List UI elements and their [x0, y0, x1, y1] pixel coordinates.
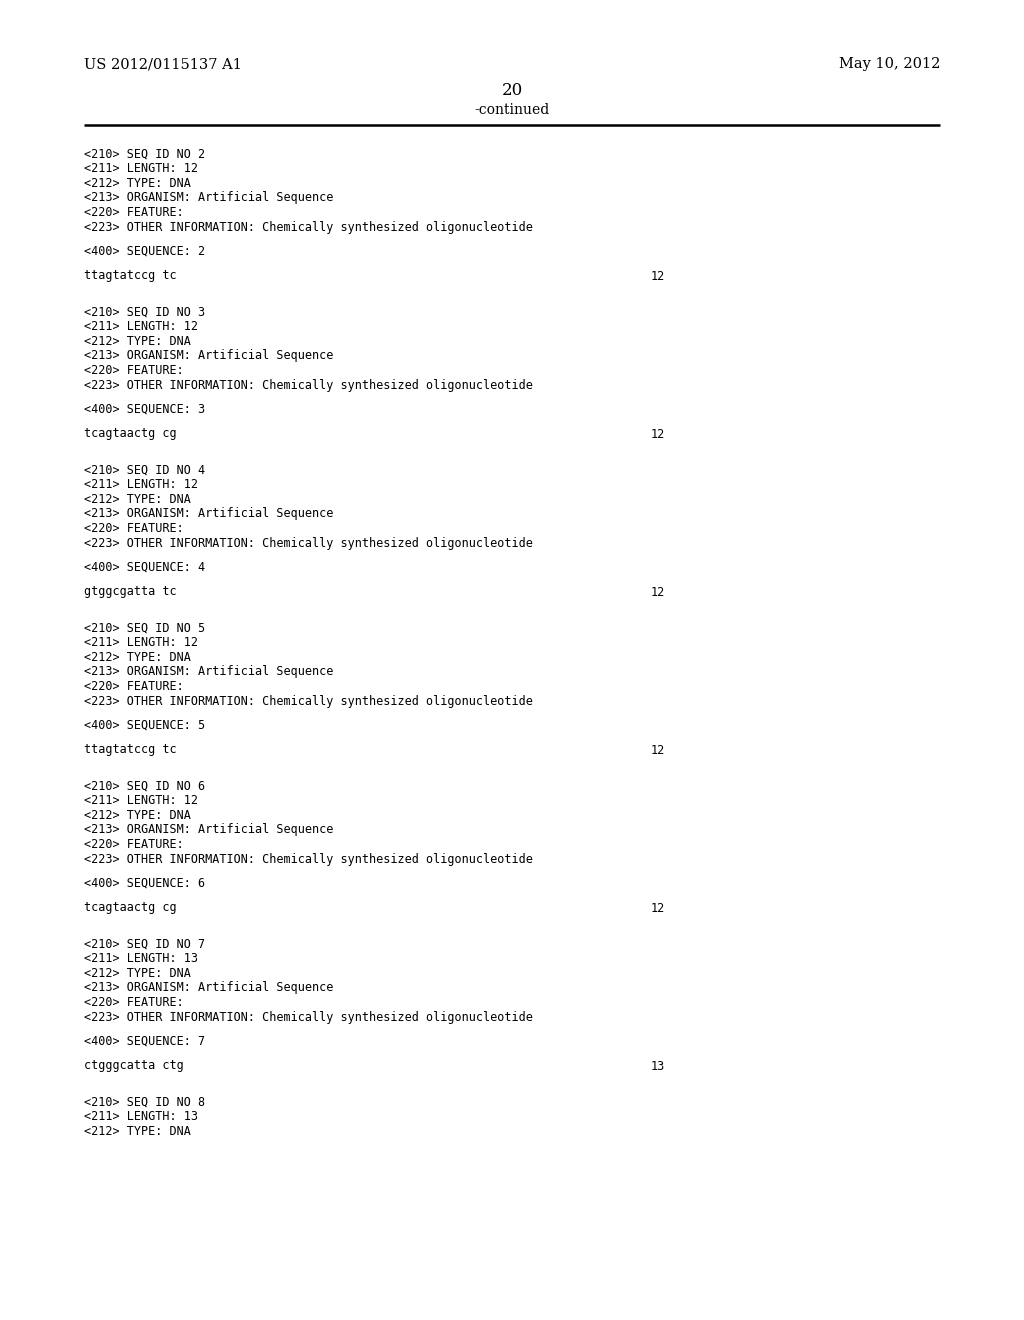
Text: <211> LENGTH: 12: <211> LENGTH: 12 [84, 321, 198, 334]
Text: <220> FEATURE:: <220> FEATURE: [84, 364, 183, 378]
Text: <223> OTHER INFORMATION: Chemically synthesized oligonucleotide: <223> OTHER INFORMATION: Chemically synt… [84, 853, 532, 866]
Text: <212> TYPE: DNA: <212> TYPE: DNA [84, 809, 190, 822]
Text: May 10, 2012: May 10, 2012 [839, 57, 940, 71]
Text: 12: 12 [650, 902, 665, 915]
Text: ttagtatccg tc: ttagtatccg tc [84, 269, 176, 282]
Text: <212> TYPE: DNA: <212> TYPE: DNA [84, 335, 190, 348]
Text: <212> TYPE: DNA: <212> TYPE: DNA [84, 968, 190, 979]
Text: <210> SEQ ID NO 8: <210> SEQ ID NO 8 [84, 1096, 205, 1109]
Text: 13: 13 [650, 1060, 665, 1072]
Text: <213> ORGANISM: Artificial Sequence: <213> ORGANISM: Artificial Sequence [84, 350, 334, 363]
Text: <212> TYPE: DNA: <212> TYPE: DNA [84, 651, 190, 664]
Text: <210> SEQ ID NO 3: <210> SEQ ID NO 3 [84, 306, 205, 319]
Text: <400> SEQUENCE: 2: <400> SEQUENCE: 2 [84, 246, 205, 257]
Text: <400> SEQUENCE: 7: <400> SEQUENCE: 7 [84, 1035, 205, 1048]
Text: <220> FEATURE:: <220> FEATURE: [84, 206, 183, 219]
Text: <210> SEQ ID NO 2: <210> SEQ ID NO 2 [84, 148, 205, 161]
Text: <223> OTHER INFORMATION: Chemically synthesized oligonucleotide: <223> OTHER INFORMATION: Chemically synt… [84, 694, 532, 708]
Text: <400> SEQUENCE: 4: <400> SEQUENCE: 4 [84, 561, 205, 574]
Text: <223> OTHER INFORMATION: Chemically synthesized oligonucleotide: <223> OTHER INFORMATION: Chemically synt… [84, 1011, 532, 1023]
Text: <223> OTHER INFORMATION: Chemically synthesized oligonucleotide: <223> OTHER INFORMATION: Chemically synt… [84, 536, 532, 549]
Text: <400> SEQUENCE: 6: <400> SEQUENCE: 6 [84, 876, 205, 890]
Text: <212> TYPE: DNA: <212> TYPE: DNA [84, 492, 190, 506]
Text: 12: 12 [650, 428, 665, 441]
Text: <213> ORGANISM: Artificial Sequence: <213> ORGANISM: Artificial Sequence [84, 191, 334, 205]
Text: <212> TYPE: DNA: <212> TYPE: DNA [84, 1125, 190, 1138]
Text: <211> LENGTH: 13: <211> LENGTH: 13 [84, 1110, 198, 1123]
Text: -continued: -continued [474, 103, 550, 117]
Text: <400> SEQUENCE: 3: <400> SEQUENCE: 3 [84, 403, 205, 416]
Text: <213> ORGANISM: Artificial Sequence: <213> ORGANISM: Artificial Sequence [84, 982, 334, 994]
Text: <220> FEATURE:: <220> FEATURE: [84, 521, 183, 535]
Text: <211> LENGTH: 12: <211> LENGTH: 12 [84, 795, 198, 808]
Text: <400> SEQUENCE: 5: <400> SEQUENCE: 5 [84, 719, 205, 733]
Text: ttagtatccg tc: ttagtatccg tc [84, 743, 176, 756]
Text: <220> FEATURE:: <220> FEATURE: [84, 680, 183, 693]
Text: <220> FEATURE:: <220> FEATURE: [84, 997, 183, 1008]
Text: <210> SEQ ID NO 5: <210> SEQ ID NO 5 [84, 622, 205, 635]
Text: <213> ORGANISM: Artificial Sequence: <213> ORGANISM: Artificial Sequence [84, 507, 334, 520]
Text: <213> ORGANISM: Artificial Sequence: <213> ORGANISM: Artificial Sequence [84, 824, 334, 837]
Text: <223> OTHER INFORMATION: Chemically synthesized oligonucleotide: <223> OTHER INFORMATION: Chemically synt… [84, 220, 532, 234]
Text: <210> SEQ ID NO 7: <210> SEQ ID NO 7 [84, 939, 205, 950]
Text: <220> FEATURE:: <220> FEATURE: [84, 838, 183, 851]
Text: US 2012/0115137 A1: US 2012/0115137 A1 [84, 57, 242, 71]
Text: <213> ORGANISM: Artificial Sequence: <213> ORGANISM: Artificial Sequence [84, 665, 334, 678]
Text: <211> LENGTH: 12: <211> LENGTH: 12 [84, 162, 198, 176]
Text: tcagtaactg cg: tcagtaactg cg [84, 902, 176, 915]
Text: tcagtaactg cg: tcagtaactg cg [84, 428, 176, 441]
Text: <223> OTHER INFORMATION: Chemically synthesized oligonucleotide: <223> OTHER INFORMATION: Chemically synt… [84, 379, 532, 392]
Text: <210> SEQ ID NO 6: <210> SEQ ID NO 6 [84, 780, 205, 793]
Text: 12: 12 [650, 269, 665, 282]
Text: <210> SEQ ID NO 4: <210> SEQ ID NO 4 [84, 465, 205, 477]
Text: <211> LENGTH: 12: <211> LENGTH: 12 [84, 636, 198, 649]
Text: 12: 12 [650, 586, 665, 598]
Text: 20: 20 [502, 82, 522, 99]
Text: <211> LENGTH: 13: <211> LENGTH: 13 [84, 953, 198, 965]
Text: 12: 12 [650, 743, 665, 756]
Text: gtggcgatta tc: gtggcgatta tc [84, 586, 176, 598]
Text: ctgggcatta ctg: ctgggcatta ctg [84, 1060, 183, 1072]
Text: <212> TYPE: DNA: <212> TYPE: DNA [84, 177, 190, 190]
Text: <211> LENGTH: 12: <211> LENGTH: 12 [84, 479, 198, 491]
